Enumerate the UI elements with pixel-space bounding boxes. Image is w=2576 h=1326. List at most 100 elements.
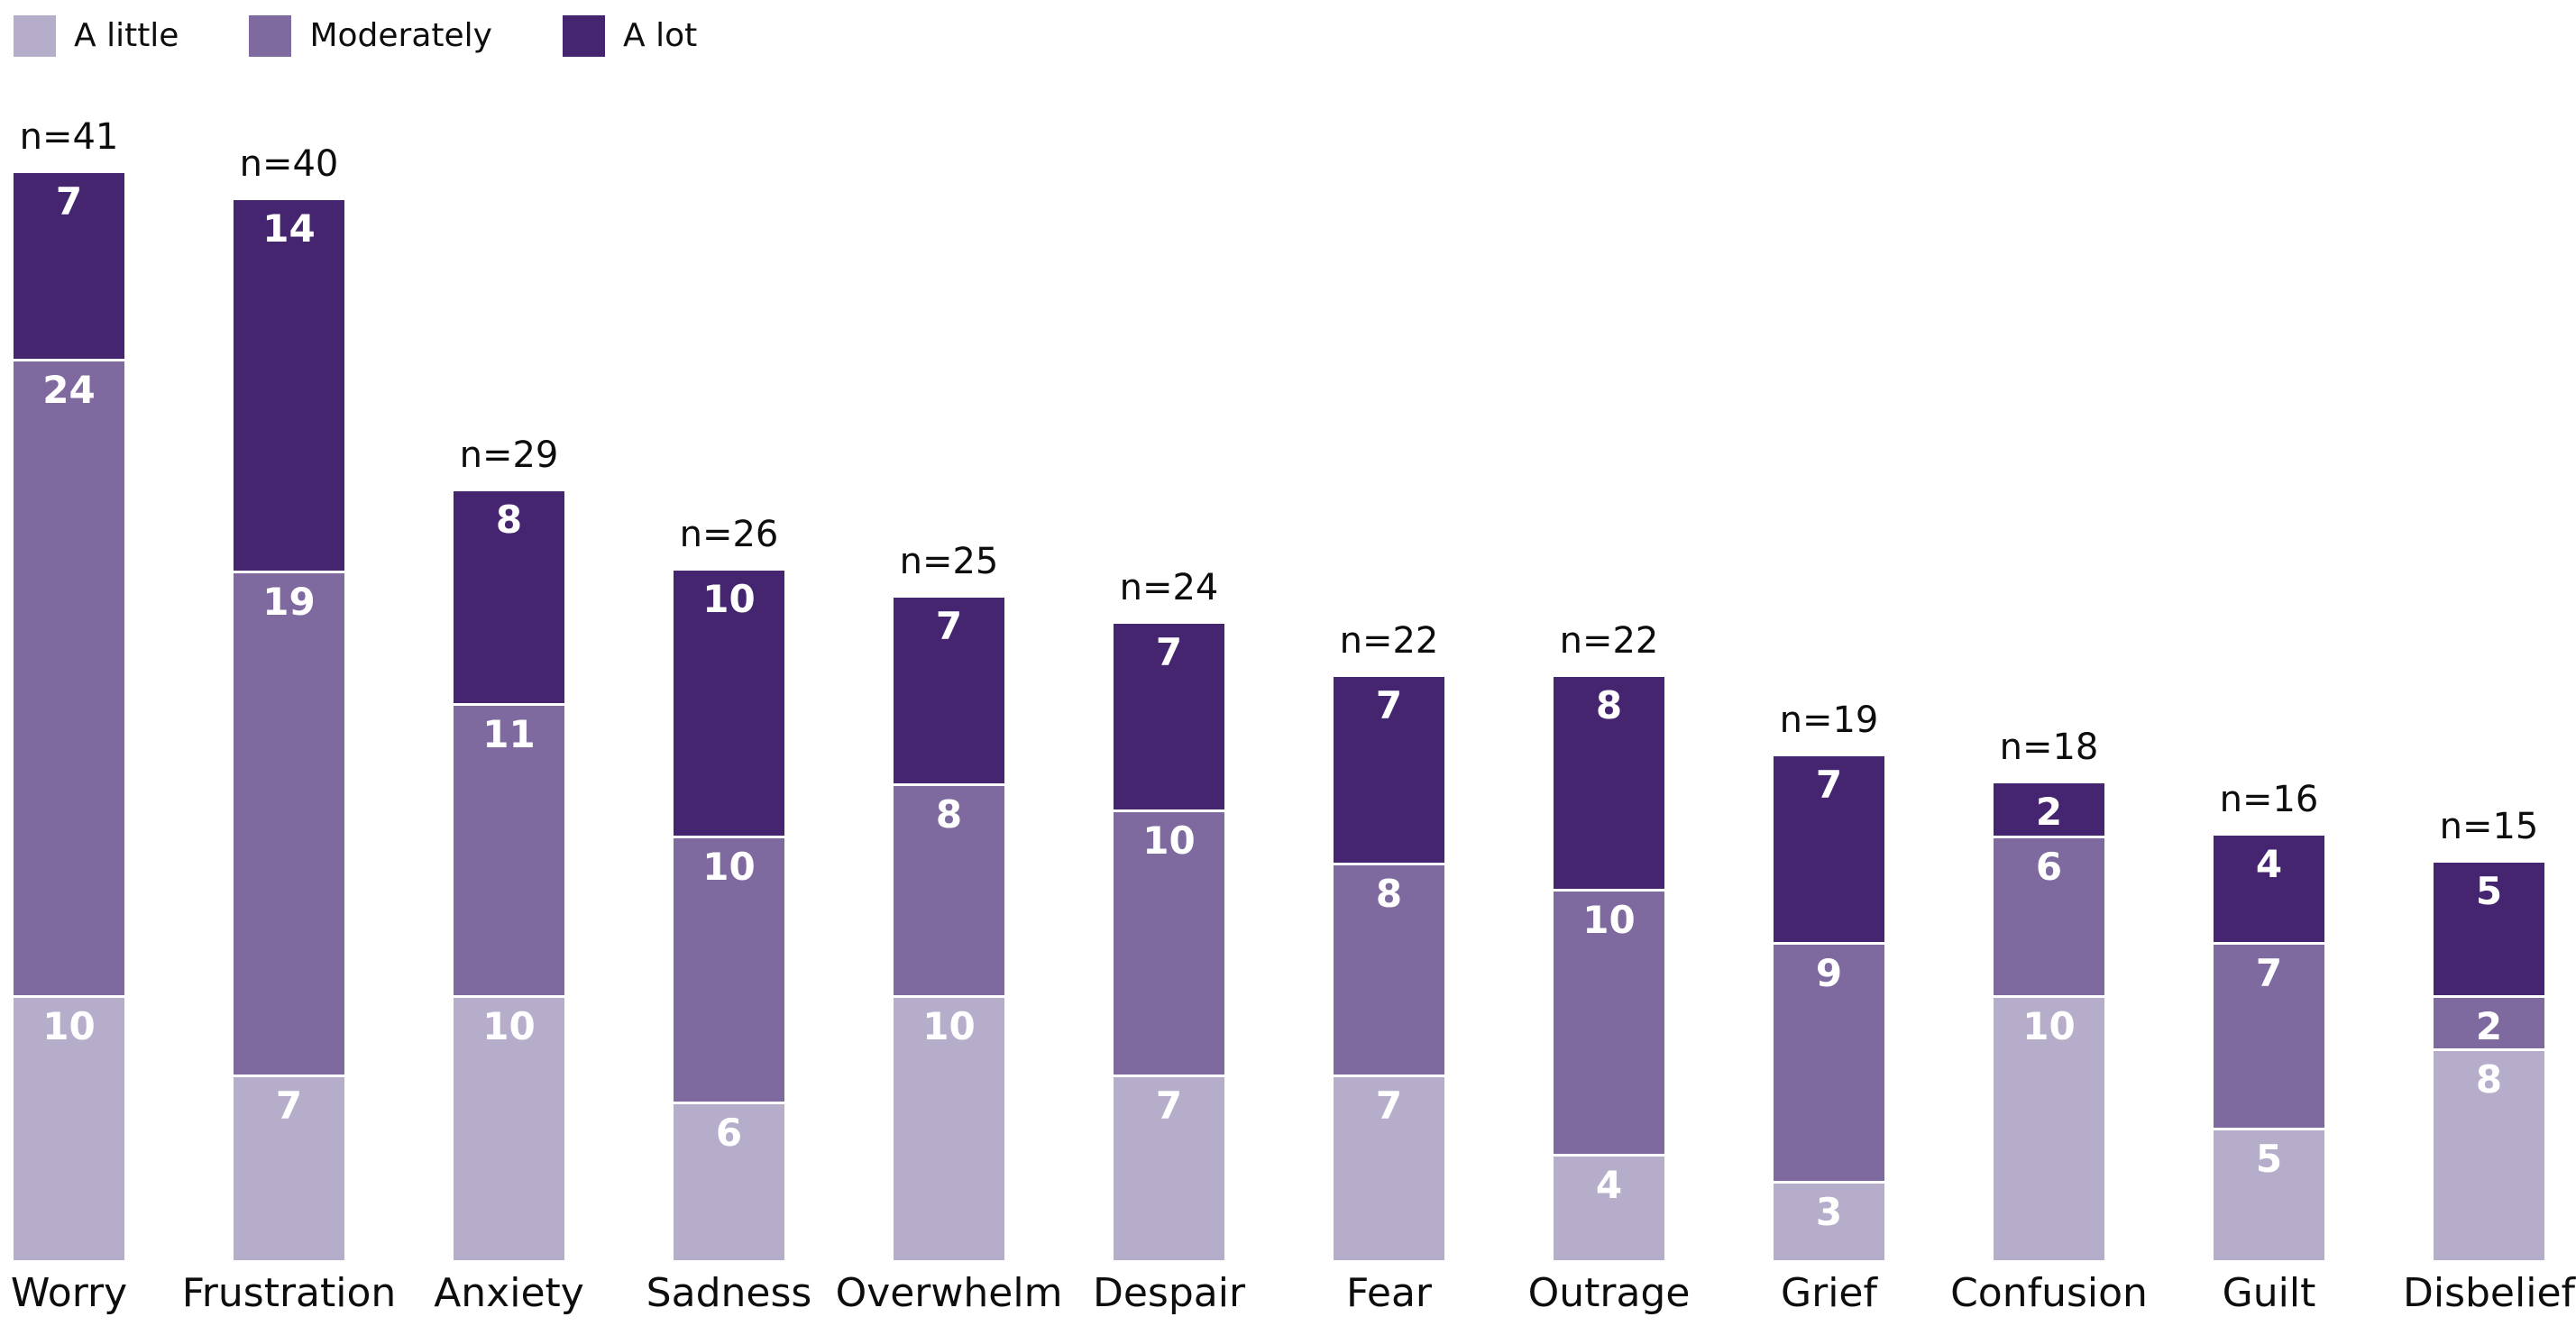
bar-group-sadness: n=26 10 10 6 Sadness [646, 0, 812, 1326]
category-label: Grief [1781, 1270, 1877, 1316]
bar-stack: 7 10 7 [1114, 624, 1224, 1260]
segment-value-label: 10 [482, 1003, 536, 1048]
segment-value-label: 10 [2022, 1003, 2076, 1048]
bar-stack: 7 9 3 [1774, 756, 1884, 1260]
segment-value-label: 7 [1375, 682, 1403, 727]
bar-stack: 8 10 4 [1554, 676, 1664, 1260]
bar-group-frustration: n=40 14 19 7 Frustration [182, 0, 397, 1326]
segment-value-label: 7 [1815, 763, 1843, 808]
bar-n-label: n=18 [1999, 726, 2099, 768]
segment-value-label: 3 [1815, 1189, 1843, 1234]
bar-segment-a-little: 10 [14, 994, 124, 1260]
bar-segment-moderately: 11 [454, 703, 564, 995]
bar-segment-a-lot: 2 [1994, 782, 2104, 837]
legend-swatch-a-little [14, 15, 56, 57]
bar-stack: 8 11 10 [454, 491, 564, 1260]
bar-segment-a-little: 6 [674, 1101, 784, 1260]
bar-segment-a-lot: 7 [1774, 756, 1884, 943]
bar-n-label: n=26 [679, 514, 779, 556]
category-label: Overwhelm [835, 1270, 1063, 1316]
bar-n-label: n=22 [1339, 619, 1439, 662]
category-label: Outrage [1527, 1270, 1691, 1316]
bar-segment-a-lot: 7 [1334, 676, 1444, 863]
bar-segment-a-little: 7 [1334, 1075, 1444, 1260]
segment-value-label: 7 [275, 1084, 303, 1129]
segment-value-label: 9 [1815, 951, 1843, 996]
bar-segment-moderately: 7 [2214, 942, 2324, 1128]
segment-value-label: 10 [1142, 818, 1196, 864]
segment-value-label: 6 [715, 1110, 743, 1155]
legend-item-a-little: A little [14, 15, 179, 57]
category-label: Confusion [1950, 1270, 2148, 1316]
legend-item-a-lot: A lot [563, 15, 697, 57]
legend-label-moderately: Moderately [309, 17, 492, 54]
legend-item-moderately: Moderately [249, 15, 492, 57]
bar-segment-a-lot: 14 [234, 199, 344, 572]
bar-segment-moderately: 10 [1114, 809, 1224, 1075]
segment-value-label: 8 [1595, 682, 1623, 727]
segment-value-label: 10 [702, 577, 756, 622]
legend: A little Moderately A lot [14, 15, 697, 57]
bar-segment-a-little: 10 [454, 994, 564, 1260]
segment-value-label: 5 [2475, 868, 2503, 913]
bar-group-fear: n=22 7 8 7 Fear [1334, 0, 1444, 1326]
segment-value-label: 10 [1582, 898, 1636, 943]
bar-group-confusion: n=18 2 6 10 Confusion [1950, 0, 2148, 1326]
bar-n-label: n=16 [2219, 779, 2319, 821]
bar-segment-a-little: 10 [1994, 994, 2104, 1260]
segment-value-label: 8 [495, 498, 523, 543]
bar-stack: 5 2 8 [2434, 862, 2544, 1260]
bar-segment-moderately: 10 [674, 836, 784, 1102]
bar-stack: 2 6 10 [1994, 782, 2104, 1260]
category-label: Disbelief [2402, 1270, 2576, 1316]
bar-segment-a-little: 10 [894, 994, 1004, 1260]
bar-group-overwhelm: n=25 7 8 10 Overwhelm [836, 0, 1063, 1326]
bar-group-outrage: n=22 8 10 4 Outrage [1528, 0, 1691, 1326]
bar-stack: 7 8 10 [894, 597, 1004, 1260]
bar-group-disbelief: n=15 5 2 8 Disbelief [2403, 0, 2575, 1326]
category-label: Despair [1092, 1270, 1246, 1316]
bar-segment-moderately: 24 [14, 359, 124, 995]
bar-group-grief: n=19 7 9 3 Grief [1774, 0, 1884, 1326]
bar-segment-moderately: 6 [1994, 836, 2104, 995]
segment-value-label: 8 [2475, 1056, 2503, 1102]
segment-value-label: 14 [262, 206, 316, 251]
bar-stack: 7 24 10 [14, 173, 124, 1260]
segment-value-label: 4 [1595, 1163, 1623, 1208]
bar-segment-moderately: 9 [1774, 942, 1884, 1181]
bar-group-worry: n=41 7 24 10 Worry [10, 0, 128, 1326]
segment-value-label: 2 [2035, 789, 2063, 834]
segment-value-label: 10 [922, 1003, 976, 1048]
legend-swatch-moderately [249, 15, 292, 57]
bar-segment-moderately: 19 [234, 571, 344, 1075]
bar-n-label: n=40 [239, 142, 339, 185]
segment-value-label: 7 [55, 179, 83, 224]
segment-value-label: 11 [482, 712, 536, 757]
bar-segment-a-lot: 7 [14, 173, 124, 360]
bar-segment-a-lot: 8 [454, 491, 564, 704]
bar-segment-a-lot: 7 [1114, 624, 1224, 810]
segment-value-label: 4 [2255, 842, 2283, 887]
bar-segment-a-little: 7 [1114, 1075, 1224, 1260]
bar-segment-moderately: 10 [1554, 889, 1664, 1155]
category-label: Worry [10, 1270, 128, 1316]
bar-group-despair: n=24 7 10 7 Despair [1093, 0, 1245, 1326]
bar-segment-moderately: 8 [1334, 862, 1444, 1075]
bar-segment-a-little: 5 [2214, 1127, 2324, 1260]
bar-segment-a-little: 4 [1554, 1154, 1664, 1260]
bar-group-guilt: n=16 4 7 5 Guilt [2214, 0, 2324, 1326]
segment-value-label: 7 [2255, 951, 2283, 996]
bar-n-label: n=29 [459, 434, 559, 477]
segment-value-label: 19 [262, 580, 316, 625]
segment-value-label: 7 [1155, 630, 1183, 675]
bar-group-anxiety: n=29 8 11 10 Anxiety [434, 0, 584, 1326]
legend-swatch-a-lot [563, 15, 605, 57]
segment-value-label: 8 [1375, 871, 1403, 916]
category-label: Anxiety [434, 1270, 584, 1316]
bar-segment-moderately: 2 [2434, 994, 2544, 1048]
segment-value-label: 10 [42, 1003, 96, 1048]
bar-stack: 14 19 7 [234, 199, 344, 1260]
bar-stack: 4 7 5 [2214, 836, 2324, 1260]
